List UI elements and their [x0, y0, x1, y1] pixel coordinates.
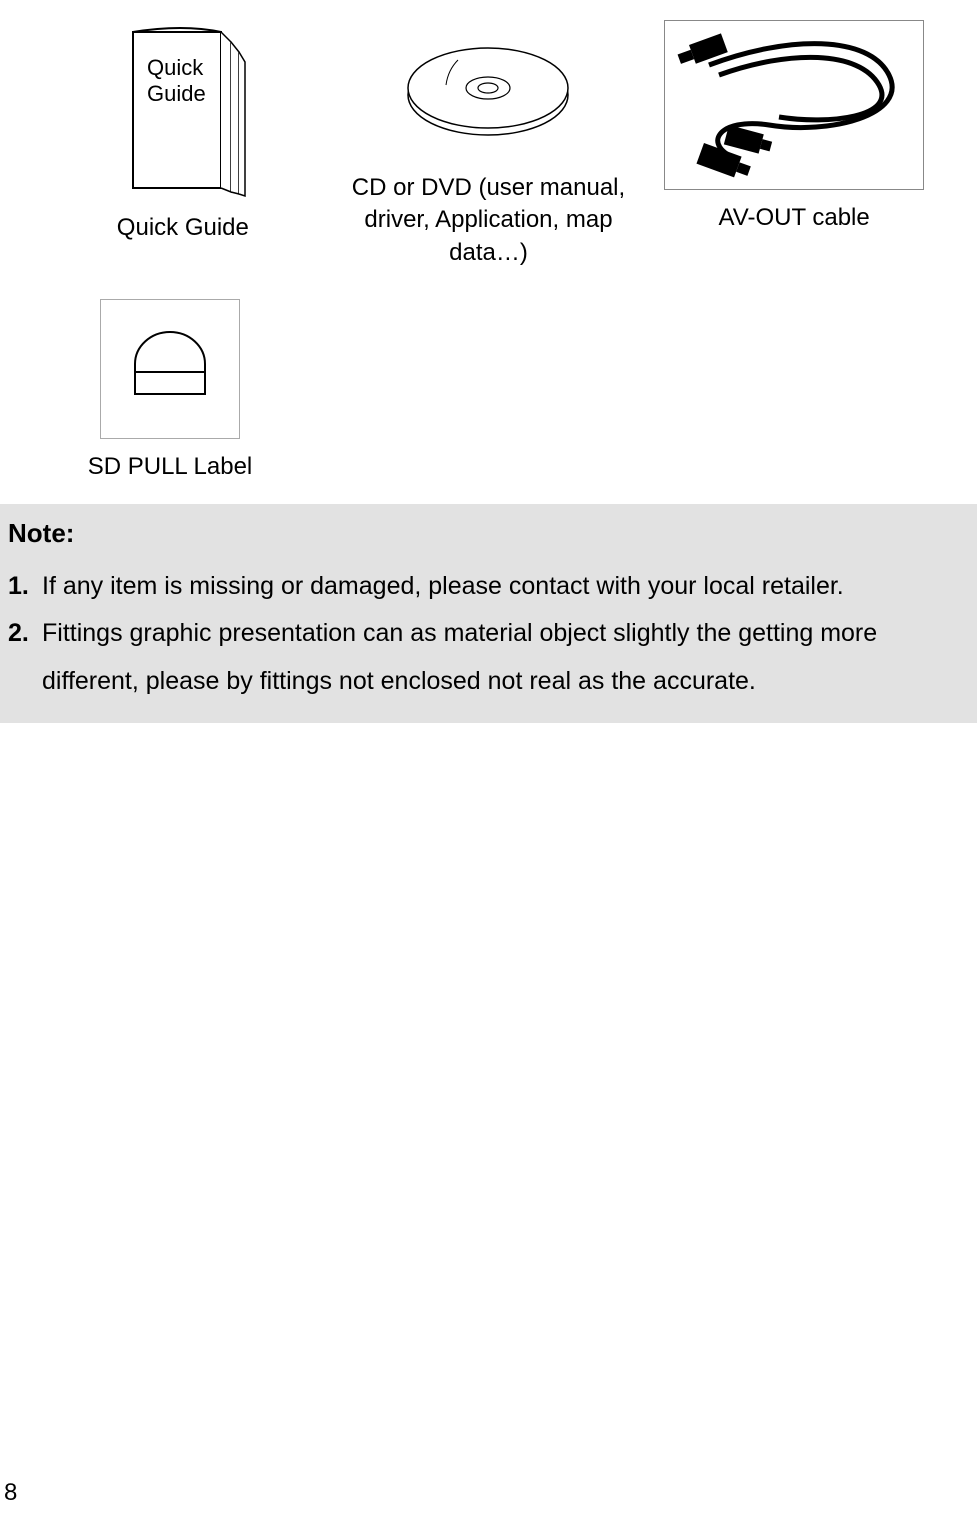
av-cable-icon — [664, 20, 924, 190]
note-item-1-text: If any item is missing or damaged, pleas… — [42, 563, 844, 611]
sd-pull-caption: SD PULL Label — [88, 451, 253, 483]
quick-guide-caption: Quick Guide — [117, 212, 249, 244]
item-cd-dvd: CD or DVD (user manual, driver, Applicat… — [338, 20, 638, 269]
item-sd-pull: SD PULL Label — [60, 299, 280, 483]
note-item-1-num: 1. — [8, 563, 42, 611]
item-quick-guide: Quick Guide Quick Guide — [33, 20, 333, 244]
quick-guide-icon: Quick Guide — [103, 20, 263, 200]
items-row-1: Quick Guide Quick Guide CD or DVD (user … — [0, 0, 977, 269]
page-number: 8 — [4, 1479, 17, 1507]
note-title: Note: — [8, 518, 969, 549]
note-item-2-num: 2. — [8, 610, 42, 705]
items-row-2: SD PULL Label — [0, 269, 977, 493]
av-cable-caption: AV-OUT cable — [719, 202, 870, 234]
note-item-2: 2. Fittings graphic presentation can as … — [8, 610, 969, 705]
cd-icon — [398, 20, 578, 160]
note-box: Note: 1. If any item is missing or damag… — [0, 504, 977, 724]
item-av-cable: AV-OUT cable — [644, 20, 944, 234]
cd-dvd-caption: CD or DVD (user manual, driver, Applicat… — [338, 172, 638, 269]
note-list: 1. If any item is missing or damaged, pl… — [8, 563, 969, 706]
note-item-2-text: Fittings graphic presentation can as mat… — [42, 610, 969, 705]
note-item-1: 1. If any item is missing or damaged, pl… — [8, 563, 969, 611]
sd-pull-icon — [100, 299, 240, 439]
quick-guide-inner-text: Quick Guide — [147, 55, 209, 106]
